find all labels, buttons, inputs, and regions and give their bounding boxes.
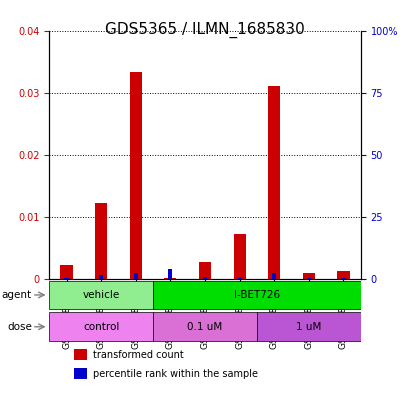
Bar bbox=[129, 72, 142, 279]
Bar bbox=[168, 269, 172, 279]
Text: vehicle: vehicle bbox=[82, 290, 119, 300]
Bar bbox=[60, 265, 72, 279]
Bar bbox=[306, 278, 310, 279]
Bar bbox=[337, 271, 349, 279]
Text: control: control bbox=[83, 322, 119, 332]
Text: dose: dose bbox=[7, 322, 32, 332]
FancyBboxPatch shape bbox=[153, 312, 256, 341]
Bar bbox=[99, 275, 103, 279]
Bar bbox=[237, 278, 241, 279]
Text: 1 uM: 1 uM bbox=[295, 322, 321, 332]
Bar bbox=[272, 273, 276, 279]
FancyBboxPatch shape bbox=[256, 312, 360, 341]
Bar bbox=[233, 235, 245, 279]
Bar bbox=[164, 278, 176, 279]
Bar bbox=[95, 203, 107, 279]
Text: I-BET726: I-BET726 bbox=[233, 290, 279, 300]
Bar bbox=[64, 278, 68, 279]
Bar bbox=[341, 278, 345, 279]
Text: GDS5365 / ILMN_1685830: GDS5365 / ILMN_1685830 bbox=[105, 22, 304, 38]
FancyBboxPatch shape bbox=[49, 312, 153, 341]
Text: transformed count: transformed count bbox=[92, 350, 183, 360]
Text: agent: agent bbox=[2, 290, 32, 300]
Text: 0.1 uM: 0.1 uM bbox=[187, 322, 222, 332]
Bar bbox=[74, 368, 86, 379]
Bar bbox=[302, 273, 314, 279]
FancyBboxPatch shape bbox=[153, 281, 360, 309]
FancyBboxPatch shape bbox=[49, 281, 153, 309]
Bar bbox=[267, 86, 280, 279]
Bar bbox=[202, 277, 207, 279]
Text: percentile rank within the sample: percentile rank within the sample bbox=[92, 369, 257, 379]
Bar bbox=[74, 349, 86, 360]
Bar bbox=[198, 262, 211, 279]
Bar bbox=[133, 273, 137, 279]
